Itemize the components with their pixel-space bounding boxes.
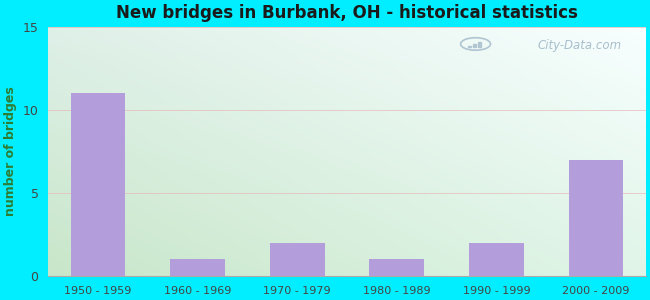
Bar [170,260,225,276]
Bar [473,44,476,47]
Bar [469,46,471,47]
Bar [270,243,324,276]
Bar [569,160,623,276]
Text: City-Data.com: City-Data.com [538,39,622,52]
Y-axis label: number of bridges: number of bridges [4,86,17,216]
Bar [369,260,424,276]
Bar [71,93,125,276]
Bar [469,243,524,276]
Bar [478,42,481,47]
Title: New bridges in Burbank, OH - historical statistics: New bridges in Burbank, OH - historical … [116,4,578,22]
